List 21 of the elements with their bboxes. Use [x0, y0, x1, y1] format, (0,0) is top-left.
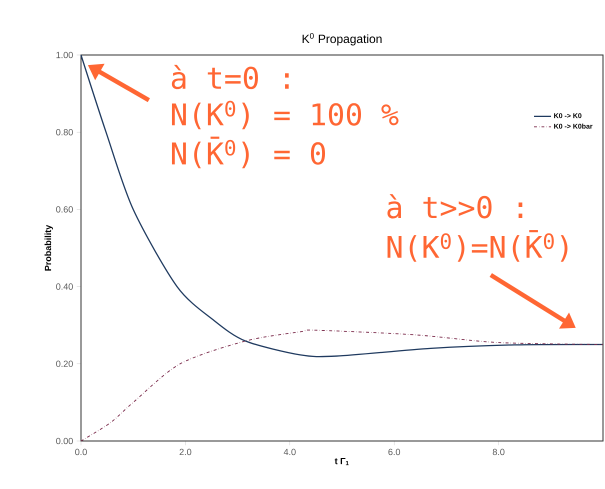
- chart-title: K$^{0}$ Propagation: [302, 33, 382, 46]
- line-series: [80, 54, 604, 358]
- annotation: N(K$^{0}$)=N(K̄$^{0}$): [388, 230, 568, 262]
- x-tick-label: 4.0: [284, 448, 296, 456]
- x-tick-label: 0.0: [75, 448, 87, 456]
- annotation: N(K̄$^{0}$) = 0: [172, 136, 326, 168]
- x-axis-title: t Γ$_{1}$: [334, 458, 349, 466]
- annotation: N(K$^{0}$) = 100 %: [172, 100, 398, 130]
- annotation: à t=0 :: [172, 64, 289, 90]
- y-tick-label: 0.20: [56, 360, 73, 367]
- x-tick-label: 2.0: [180, 448, 192, 456]
- y-tick-label: 0.60: [56, 206, 73, 213]
- y-tick-label: 0.80: [56, 129, 73, 136]
- x-tick-label: 8.0: [492, 448, 504, 456]
- y-tick-label: 0.00: [56, 438, 73, 444]
- annotation: à t>>0 :: [387, 194, 522, 218]
- line-series: [80, 330, 604, 442]
- y-axis-title: Probability: [44, 224, 53, 271]
- y-tick-label: 0.40: [56, 283, 73, 290]
- y-tick-label: 1.00: [56, 52, 73, 58]
- x-tick-label: 6.0: [388, 448, 400, 456]
